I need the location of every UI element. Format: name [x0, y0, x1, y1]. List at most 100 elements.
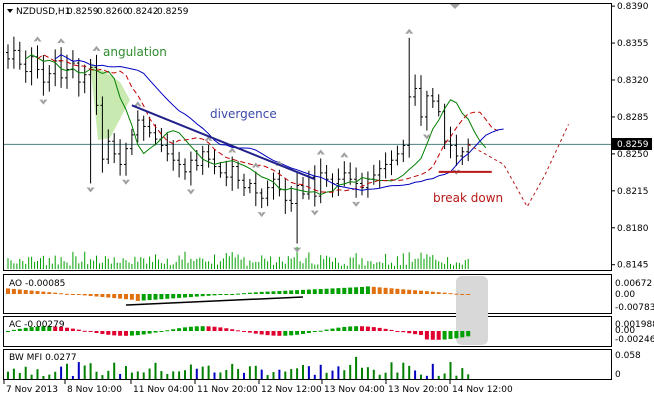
ma-mid-line [37, 54, 498, 193]
ao-bar [253, 292, 258, 294]
ao-bar [407, 289, 412, 294]
ao-bar [306, 289, 311, 294]
ac-bar [283, 331, 288, 336]
ao-bar [283, 290, 288, 294]
ao-bar [236, 293, 241, 295]
ac-bar [35, 326, 40, 331]
ao-bar [206, 294, 211, 296]
ao-bar [377, 287, 382, 294]
ac-bar [454, 331, 459, 339]
ac-histogram [6, 326, 471, 340]
ao-bar [35, 291, 40, 294]
ao-bar [88, 294, 93, 296]
ac-bar [295, 331, 300, 335]
ao-bar [118, 294, 123, 299]
time-tick-label: 14 Nov 12:00 [452, 385, 513, 395]
ac-bar [348, 326, 353, 331]
main-panel[interactable] [3, 3, 612, 271]
time-tick-label: 7 Nov 2013 [6, 385, 58, 395]
time-tick-label: 8 Nov 10:00 [67, 385, 122, 395]
chart-shift-marker-icon[interactable] [450, 4, 460, 9]
ma-fast-line [25, 54, 487, 196]
ao-bar [413, 290, 418, 294]
ao-bar [171, 294, 176, 299]
fractal-down-icon [257, 212, 266, 218]
ac-bar [129, 331, 134, 336]
ac-bar [395, 331, 400, 332]
ac-bar [460, 331, 465, 338]
ao-bar [17, 289, 22, 294]
ao-bar [82, 294, 87, 296]
ac-bar [188, 326, 193, 331]
ac-label: AC -0.00279 [9, 320, 65, 330]
symbol-menu-triangle-icon[interactable] [7, 9, 13, 13]
ao-bar [29, 290, 34, 294]
current-price-value: 0.8259 [617, 140, 649, 150]
ao-bar [295, 290, 300, 294]
ao-bar [200, 294, 205, 297]
ao-bar [59, 293, 64, 295]
fractal-up-icon [340, 152, 349, 158]
ao-bar [277, 291, 282, 294]
price-axis: 0.8390 0.8355 0.8320 0.8285 0.8250 0.8215 0.81… [611, 2, 649, 271]
ac-bar [371, 327, 376, 331]
ac-bar [70, 328, 75, 331]
ao-tick-zero: 0.00 [615, 290, 635, 300]
ac-bar [53, 326, 58, 331]
ao-bar [301, 289, 305, 294]
ao-bar [165, 294, 170, 299]
price-bars [6, 36, 471, 244]
ao-bar [430, 291, 435, 294]
ao-bar [70, 294, 75, 295]
ac-bar [212, 326, 217, 331]
ac-bar [377, 327, 382, 331]
ac-bar [194, 326, 199, 331]
ac-bar [365, 326, 370, 331]
mfi-panel[interactable] [3, 349, 612, 380]
ac-bar [230, 329, 235, 331]
ao-bar [177, 294, 182, 298]
ac-bar [124, 331, 128, 336]
ac-bar [383, 328, 388, 331]
price-tick-label: 0.8215 [617, 187, 649, 197]
ac-bar [165, 330, 170, 332]
ao-bar [324, 288, 329, 294]
ao-bar [188, 294, 193, 298]
fractal-up-icon [133, 101, 142, 107]
ac-bar [88, 331, 93, 332]
ac-bar [430, 331, 435, 340]
ac-bar [354, 326, 359, 331]
price-tick-label: 0.8355 [617, 39, 649, 49]
ao-bar [53, 292, 58, 294]
ao-bar [112, 294, 117, 299]
fractal-up-icon [251, 162, 260, 168]
ao-bar [65, 293, 69, 295]
ao-divergence-line [125, 296, 304, 306]
ohlc-low: 0.8242 [127, 7, 159, 17]
ac-bar [360, 326, 364, 331]
ao-bar [360, 286, 364, 294]
ac-bar [389, 329, 394, 331]
annotation-lines [131, 104, 569, 208]
price-tick-label: 0.8250 [617, 150, 649, 160]
price-tick-label: 0.8320 [617, 76, 649, 86]
ao-bar [194, 294, 199, 297]
annotation-angulation: angulation [103, 45, 167, 59]
projection-path [467, 124, 569, 208]
ao-bar [395, 288, 400, 294]
ac-bar [206, 326, 211, 331]
highlight-box [456, 276, 488, 345]
ao-bar [230, 294, 235, 295]
ohlc-close: 0.8259 [157, 7, 189, 17]
ao-bar [271, 291, 276, 294]
fractal-down-icon [310, 210, 319, 216]
ac-bar [271, 331, 276, 336]
ao-bar [11, 288, 16, 294]
ac-bar [236, 330, 241, 332]
ac-tick-zero: 0.00 [615, 326, 635, 336]
price-tick-label: 0.8145 [617, 261, 649, 271]
ac-bar [407, 331, 412, 334]
symbol-label: NZDUSD,H1 [16, 7, 70, 17]
ao-bar [419, 290, 423, 294]
